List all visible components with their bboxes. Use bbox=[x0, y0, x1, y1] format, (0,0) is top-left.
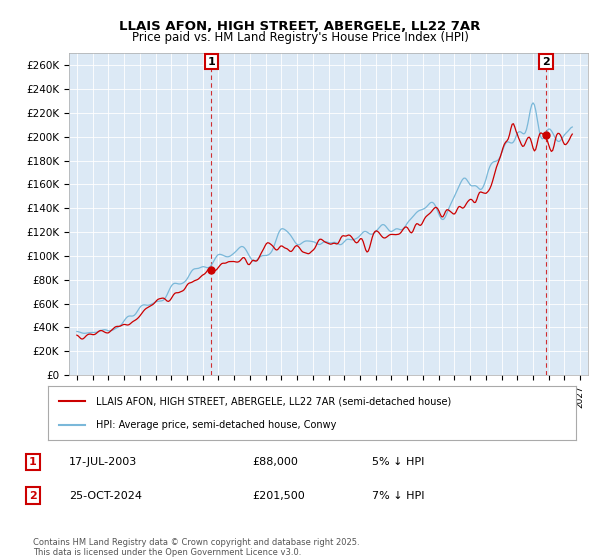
Text: 7% ↓ HPI: 7% ↓ HPI bbox=[372, 491, 425, 501]
Text: 5% ↓ HPI: 5% ↓ HPI bbox=[372, 457, 424, 467]
Text: £88,000: £88,000 bbox=[252, 457, 298, 467]
Text: 17-JUL-2003: 17-JUL-2003 bbox=[69, 457, 137, 467]
Text: 25-OCT-2024: 25-OCT-2024 bbox=[69, 491, 142, 501]
Text: LLAIS AFON, HIGH STREET, ABERGELE, LL22 7AR: LLAIS AFON, HIGH STREET, ABERGELE, LL22 … bbox=[119, 20, 481, 32]
Text: Contains HM Land Registry data © Crown copyright and database right 2025.
This d: Contains HM Land Registry data © Crown c… bbox=[33, 538, 359, 557]
Text: HPI: Average price, semi-detached house, Conwy: HPI: Average price, semi-detached house,… bbox=[95, 419, 336, 430]
Text: LLAIS AFON, HIGH STREET, ABERGELE, LL22 7AR (semi-detached house): LLAIS AFON, HIGH STREET, ABERGELE, LL22 … bbox=[95, 396, 451, 407]
Text: 2: 2 bbox=[542, 57, 550, 67]
Text: Price paid vs. HM Land Registry's House Price Index (HPI): Price paid vs. HM Land Registry's House … bbox=[131, 31, 469, 44]
Text: 1: 1 bbox=[207, 57, 215, 67]
Text: 2: 2 bbox=[29, 491, 37, 501]
Text: 1: 1 bbox=[29, 457, 37, 467]
Text: £201,500: £201,500 bbox=[252, 491, 305, 501]
